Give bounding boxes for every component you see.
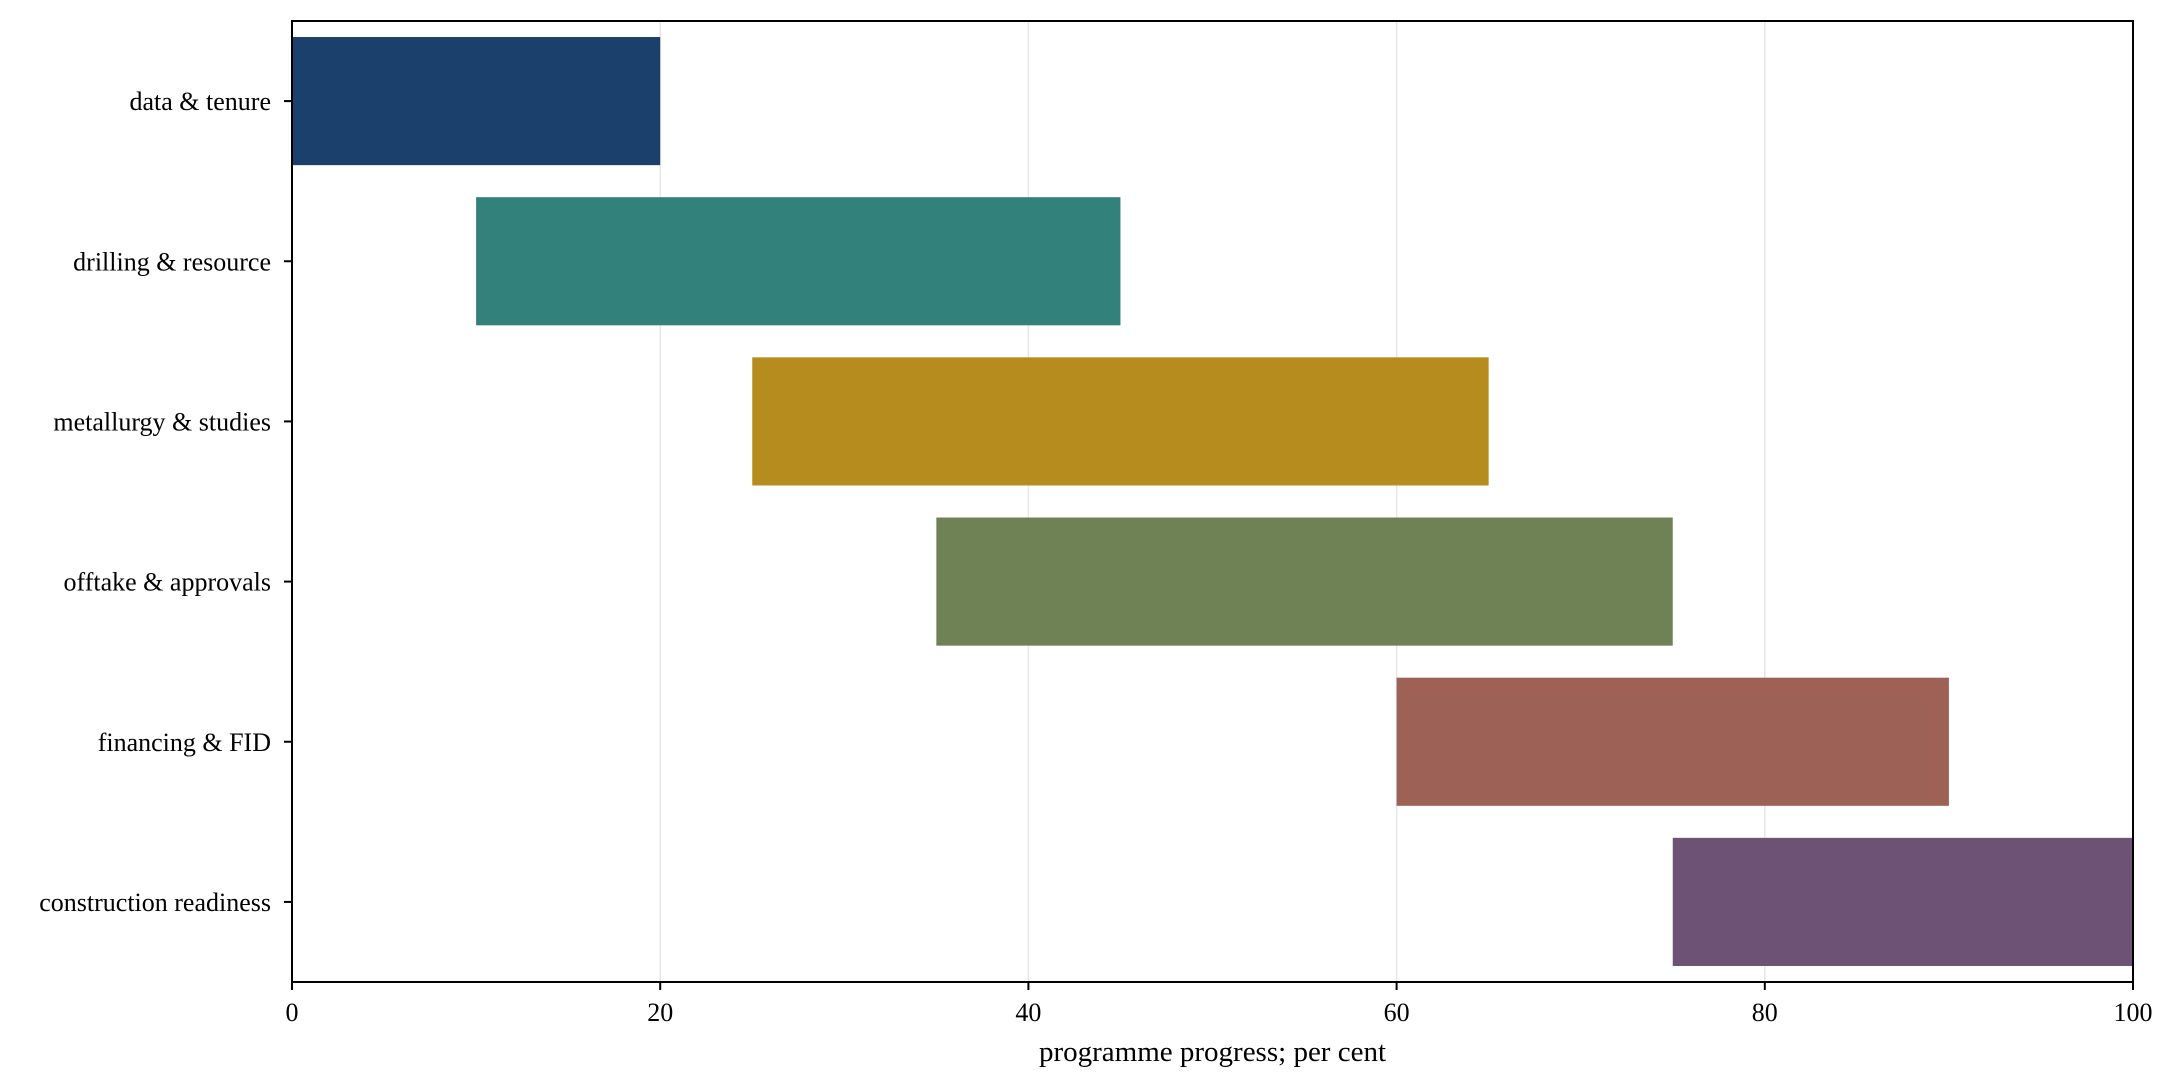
y-tick-label-3: offtake & approvals [64, 568, 271, 597]
x-tick-label-4: 80 [1752, 998, 1778, 1027]
x-axis-ticks: 0 20 40 60 80 100 [286, 982, 2153, 1027]
bar-5 [1672, 837, 2133, 966]
x-tick-label-2: 40 [1015, 998, 1041, 1027]
y-tick-label-1: drilling & resource [73, 247, 271, 276]
bars [292, 37, 2133, 966]
x-tick-label-1: 20 [647, 998, 673, 1027]
plot-frame [291, 20, 2134, 983]
x-tick-label-0: 0 [286, 998, 299, 1027]
bar-3 [936, 517, 1673, 646]
bar-1 [476, 197, 1121, 326]
bar-2 [752, 357, 1489, 486]
y-tick-label-2: metallurgy & studies [53, 407, 271, 436]
y-tick-label-4: financing & FID [98, 728, 271, 757]
x-tick-label-3: 60 [1384, 998, 1410, 1027]
y-tick-label-0: data & tenure [130, 87, 272, 116]
gridlines [659, 21, 1766, 982]
bar-0 [292, 37, 661, 166]
y-tick-label-5: construction readiness [39, 888, 271, 917]
y-axis-ticks: data & tenure drilling & resource metallur… [39, 87, 292, 917]
bar-4 [1396, 677, 1949, 806]
x-tick-label-5: 100 [2114, 998, 2153, 1027]
x-axis-title: programme progress; per cent [1039, 1036, 1386, 1068]
